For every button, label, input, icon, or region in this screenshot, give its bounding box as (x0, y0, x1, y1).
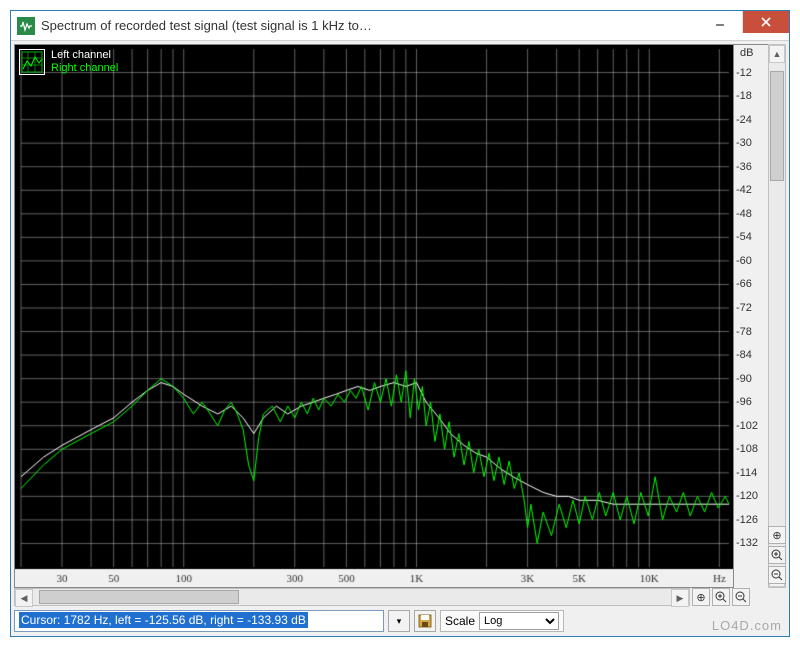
client-area: Left channel Right channel dB -12-18-24-… (11, 41, 789, 636)
y-axis-labels: dB -12-18-24-30-36-42-48-54-60-66-72-78-… (734, 44, 768, 588)
scroll-right-button[interactable]: ▶ (671, 589, 689, 607)
vscroll-track[interactable] (769, 63, 785, 569)
status-bar: Cursor: 1782 Hz, left = -125.56 dB, righ… (14, 609, 786, 633)
dropdown-button[interactable]: ▾ (388, 610, 410, 632)
cursor-readout[interactable]: Cursor: 1782 Hz, left = -125.56 dB, righ… (14, 610, 384, 632)
zoom-in-y-button[interactable] (768, 546, 786, 564)
save-button[interactable] (414, 610, 436, 632)
hscroll-track[interactable] (33, 589, 671, 605)
app-window: Spectrum of recorded test signal (test s… (10, 10, 790, 637)
spectrum-plot[interactable]: Left channel Right channel (14, 44, 734, 588)
zoom-fit-button[interactable]: ⊕ (692, 588, 710, 606)
zoom-out-x-button[interactable] (732, 588, 750, 606)
app-icon (17, 17, 35, 35)
save-icon (418, 614, 432, 628)
minimize-button[interactable] (697, 11, 743, 33)
legend: Left channel Right channel (19, 49, 118, 75)
window-title: Spectrum of recorded test signal (test s… (41, 18, 697, 33)
zoom-in-x-button[interactable] (712, 588, 730, 606)
chevron-down-icon: ▾ (397, 616, 402, 627)
zoom-fit-y-button[interactable]: ⊕ (768, 526, 786, 544)
legend-grid-icon (19, 49, 45, 75)
horizontal-scrollbar[interactable]: ◀ ▶ (14, 588, 690, 606)
legend-right-channel: Right channel (51, 62, 118, 75)
legend-left-channel: Left channel (51, 49, 118, 62)
scale-select[interactable]: Log (479, 612, 559, 630)
titlebar[interactable]: Spectrum of recorded test signal (test s… (11, 11, 789, 41)
vertical-scrollbar[interactable]: ▲ ▼ (768, 44, 786, 588)
scale-label: Scale (445, 614, 475, 628)
y-axis-unit: dB (740, 47, 753, 59)
vscroll-thumb[interactable] (770, 71, 784, 181)
scroll-up-button[interactable]: ▲ (769, 45, 785, 63)
scale-control: Scale Log (440, 610, 564, 632)
hscroll-thumb[interactable] (39, 590, 239, 604)
zoom-out-y-button[interactable] (768, 566, 786, 584)
scroll-left-button[interactable]: ◀ (15, 589, 33, 607)
close-button[interactable] (743, 11, 789, 33)
